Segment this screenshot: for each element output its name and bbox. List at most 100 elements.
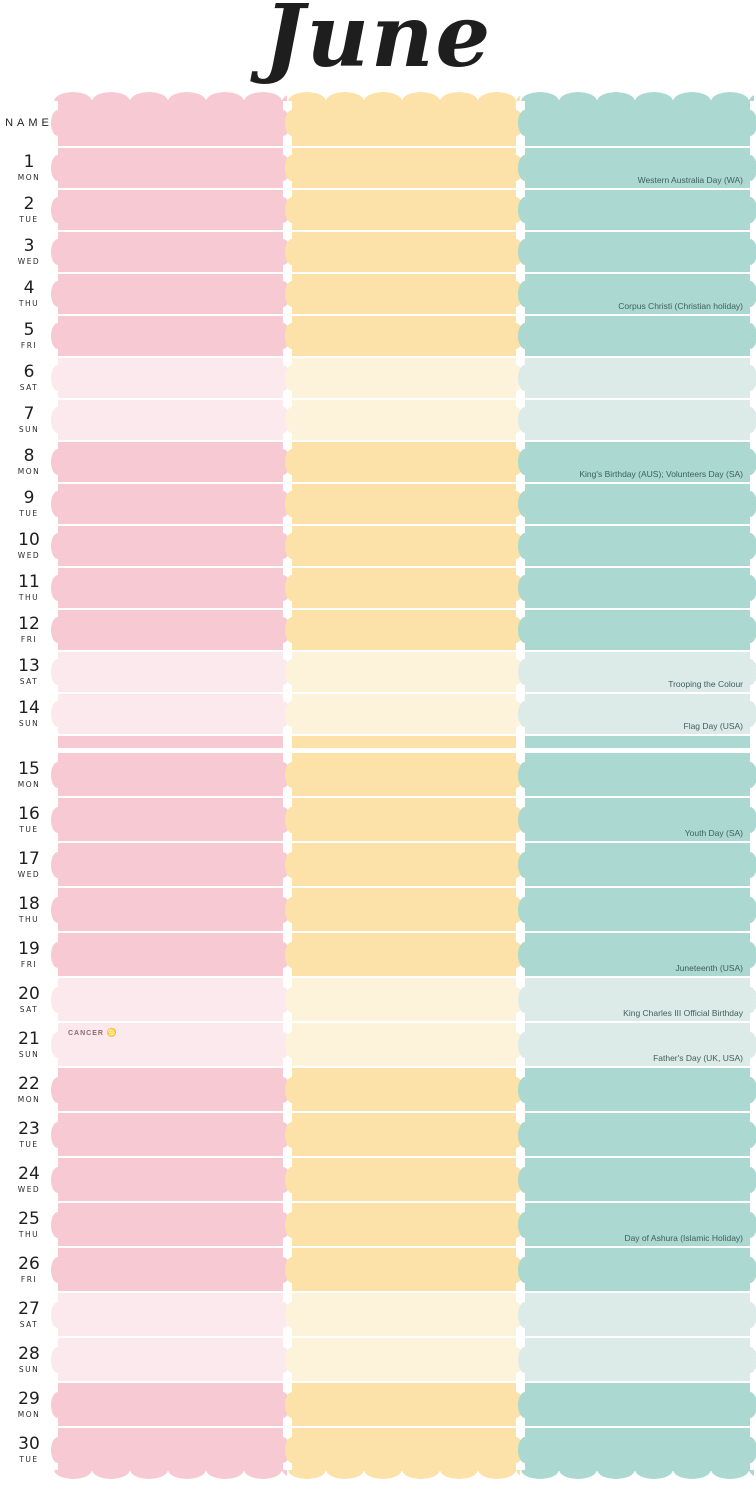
day-cell-yellow-6[interactable]	[291, 358, 517, 398]
day-cell-teal-22[interactable]	[525, 1068, 751, 1111]
day-cell-teal-23[interactable]	[525, 1113, 751, 1156]
day-cell-pink-1[interactable]	[58, 148, 283, 188]
day-cell-yellow-26[interactable]	[291, 1248, 517, 1291]
wavy-top-edge	[521, 92, 755, 101]
day-cell-teal-17[interactable]	[525, 843, 751, 886]
day-cell-pink-23[interactable]	[58, 1113, 283, 1156]
day-cell-teal-15[interactable]	[525, 753, 751, 796]
day-cell-teal-27[interactable]	[525, 1293, 751, 1336]
day-cell-teal-28[interactable]	[525, 1338, 751, 1381]
day-cell-teal-8[interactable]: King's Birthday (AUS); Volunteers Day (S…	[525, 442, 751, 482]
day-cell-pink-18[interactable]	[58, 888, 283, 931]
day-cell-yellow-24[interactable]	[291, 1158, 517, 1201]
day-cell-pink-22[interactable]	[58, 1068, 283, 1111]
day-cell-pink-17[interactable]	[58, 843, 283, 886]
day-cell-pink-15[interactable]	[58, 753, 283, 796]
day-cell-yellow-25[interactable]	[291, 1203, 517, 1246]
day-cell-pink-28[interactable]	[58, 1338, 283, 1381]
day-cell-pink-21[interactable]: CANCER ♋	[58, 1023, 283, 1066]
day-label: 4 THU	[0, 274, 58, 314]
day-cell-teal-1[interactable]: Western Australia Day (WA)	[525, 148, 751, 188]
day-label: 12 FRI	[0, 610, 58, 650]
day-cell-pink-27[interactable]	[58, 1293, 283, 1336]
day-cell-pink-14[interactable]	[58, 694, 283, 734]
day-cell-yellow-27[interactable]	[291, 1293, 517, 1336]
day-cell-yellow-12[interactable]	[291, 610, 517, 650]
day-cell-teal-24[interactable]	[525, 1158, 751, 1201]
day-cell-teal-21[interactable]: Father's Day (UK, USA)	[525, 1023, 751, 1066]
day-cell-pink-29[interactable]	[58, 1383, 283, 1426]
day-cell-yellow-11[interactable]	[291, 568, 517, 608]
day-cell-pink-30[interactable]	[54, 1428, 287, 1479]
day-cell-pink-13[interactable]	[58, 652, 283, 692]
day-cell-yellow-15[interactable]	[291, 753, 517, 796]
day-of-week: SAT	[19, 677, 39, 686]
day-cell-yellow-1[interactable]	[291, 148, 517, 188]
day-cell-teal-7[interactable]	[525, 400, 751, 440]
day-cell-yellow-30[interactable]	[287, 1428, 521, 1479]
name-row-cell-pink[interactable]	[54, 92, 287, 146]
name-row-cell-teal[interactable]	[521, 92, 755, 146]
day-cell-yellow-9[interactable]	[291, 484, 517, 524]
day-cell-pink-11[interactable]	[58, 568, 283, 608]
day-cell-teal-19[interactable]: Juneteenth (USA)	[525, 933, 751, 976]
day-cell-yellow-7[interactable]	[291, 400, 517, 440]
day-cell-pink-5[interactable]	[58, 316, 283, 356]
day-cell-teal-18[interactable]	[525, 888, 751, 931]
day-cell-teal-9[interactable]	[525, 484, 751, 524]
day-cell-yellow-4[interactable]	[291, 274, 517, 314]
day-cell-teal-20[interactable]: King Charles III Official Birthday	[525, 978, 751, 1021]
day-cell-yellow-28[interactable]	[291, 1338, 517, 1381]
day-cell-yellow-29[interactable]	[291, 1383, 517, 1426]
day-cell-teal-10[interactable]	[525, 526, 751, 566]
day-cell-teal-11[interactable]	[525, 568, 751, 608]
day-cell-pink-7[interactable]	[58, 400, 283, 440]
day-cell-teal-3[interactable]	[525, 232, 751, 272]
wavy-bottom-edge	[287, 1470, 521, 1479]
day-cell-pink-19[interactable]	[58, 933, 283, 976]
day-cell-teal-14[interactable]: Flag Day (USA)	[525, 694, 751, 734]
day-cell-yellow-23[interactable]	[291, 1113, 517, 1156]
day-cell-yellow-13[interactable]	[291, 652, 517, 692]
day-cell-pink-8[interactable]	[58, 442, 283, 482]
day-cell-pink-25[interactable]	[58, 1203, 283, 1246]
day-cell-yellow-22[interactable]	[291, 1068, 517, 1111]
day-cell-yellow-20[interactable]	[291, 978, 517, 1021]
day-cell-pink-26[interactable]	[58, 1248, 283, 1291]
day-cell-pink-12[interactable]	[58, 610, 283, 650]
day-cell-yellow-5[interactable]	[291, 316, 517, 356]
day-cell-yellow-14[interactable]	[291, 694, 517, 734]
day-cell-teal-25[interactable]: Day of Ashura (Islamic Holiday)	[525, 1203, 751, 1246]
day-cell-yellow-8[interactable]	[291, 442, 517, 482]
day-cell-pink-20[interactable]	[58, 978, 283, 1021]
day-cell-teal-30[interactable]	[521, 1428, 755, 1479]
day-cell-pink-9[interactable]	[58, 484, 283, 524]
day-cell-teal-6[interactable]	[525, 358, 751, 398]
day-cell-yellow-19[interactable]	[291, 933, 517, 976]
day-cell-teal-16[interactable]: Youth Day (SA)	[525, 798, 751, 841]
day-cell-teal-12[interactable]	[525, 610, 751, 650]
day-cell-yellow-16[interactable]	[291, 798, 517, 841]
day-cell-pink-16[interactable]	[58, 798, 283, 841]
day-cell-yellow-2[interactable]	[291, 190, 517, 230]
day-cell-teal-26[interactable]	[525, 1248, 751, 1291]
day-of-week: WED	[17, 1184, 41, 1194]
day-cell-yellow-18[interactable]	[291, 888, 517, 931]
day-cell-teal-29[interactable]	[525, 1383, 751, 1426]
day-cell-pink-6[interactable]	[58, 358, 283, 398]
day-cell-yellow-17[interactable]	[291, 843, 517, 886]
day-cell-yellow-3[interactable]	[291, 232, 517, 272]
day-cell-yellow-10[interactable]	[291, 526, 517, 566]
day-cell-pink-3[interactable]	[58, 232, 283, 272]
day-cell-yellow-21[interactable]	[291, 1023, 517, 1066]
day-cell-teal-4[interactable]: Corpus Christi (Christian holiday)	[525, 274, 751, 314]
day-cell-pink-10[interactable]	[58, 526, 283, 566]
name-row-cell-yellow[interactable]	[287, 92, 521, 146]
day-cell-pink-2[interactable]	[58, 190, 283, 230]
day-cell-teal-5[interactable]	[525, 316, 751, 356]
day-cell-teal-13[interactable]: Trooping the Colour	[525, 652, 751, 692]
day-cell-pink-4[interactable]	[58, 274, 283, 314]
day-cell-teal-2[interactable]	[525, 190, 751, 230]
day-cell-pink-24[interactable]	[58, 1158, 283, 1201]
day-of-week: THU	[18, 1229, 40, 1239]
